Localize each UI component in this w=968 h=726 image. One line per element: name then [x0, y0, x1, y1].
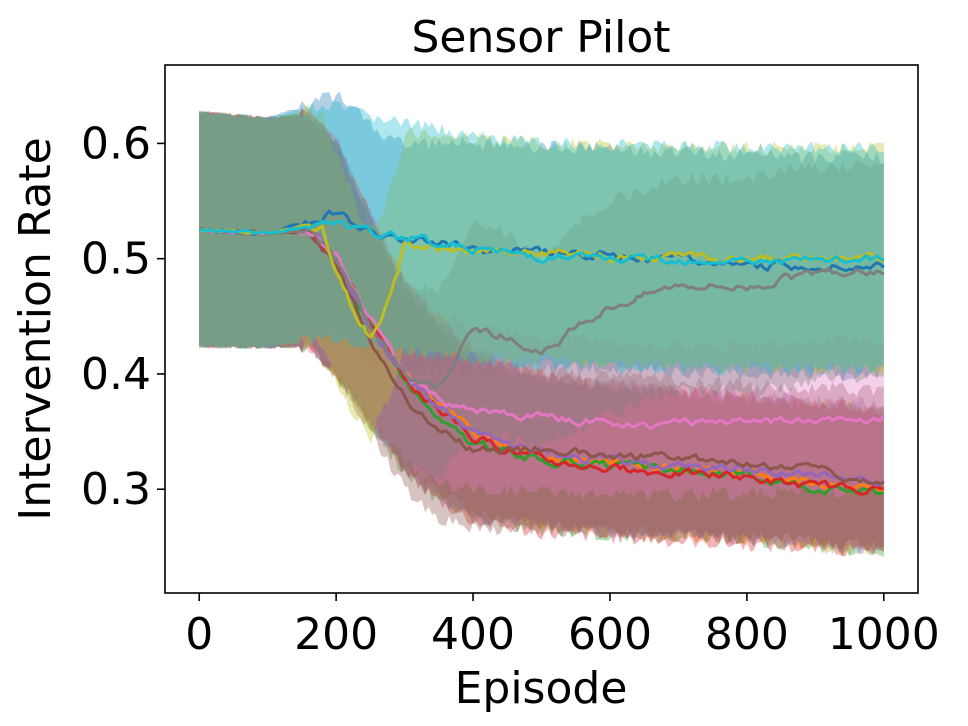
confidence-band-4: [199, 108, 884, 557]
x-tick-label: 400: [431, 609, 515, 660]
confidence-band-2: [199, 108, 884, 556]
confidence-band-3: [199, 108, 884, 558]
confidence-band-1: [199, 91, 884, 381]
series-line-10: [198, 219, 885, 267]
series-line-7: [198, 228, 885, 430]
series-line-8: [198, 226, 885, 390]
series-lines: [198, 209, 885, 496]
x-axis-label: Episode: [455, 663, 628, 714]
confidence-bands: [199, 91, 884, 558]
y-axis-label: Intervention Rate: [10, 137, 61, 520]
series-line-9: [199, 223, 885, 339]
confidence-band-5: [199, 107, 884, 555]
x-tick-label: 0: [185, 609, 213, 660]
confidence-band-7: [199, 108, 884, 502]
y-tick-label: 0.4: [81, 349, 151, 400]
y-axis-ticks: 0.3 0.4 0.5 0.6: [81, 118, 165, 515]
y-tick-label: 0.6: [81, 118, 151, 169]
series-line-6: [198, 227, 885, 486]
confidence-band-10: [199, 100, 884, 377]
confidence-band-9: [199, 105, 884, 445]
confidence-band-6: [199, 111, 884, 552]
confidence-band-8: [199, 110, 884, 480]
y-tick-label: 0.3: [81, 464, 151, 515]
x-tick-label: 1000: [828, 609, 940, 660]
x-tick-label: 800: [705, 609, 789, 660]
x-axis-ticks: 0 200 400 600 800 1000: [185, 593, 940, 660]
plot-frame: [164, 64, 919, 594]
x-tick-label: 600: [568, 609, 652, 660]
y-tick-label: 0.5: [81, 234, 151, 285]
x-tick-label: 200: [294, 609, 378, 660]
chart-title: Sensor Pilot: [412, 12, 671, 63]
